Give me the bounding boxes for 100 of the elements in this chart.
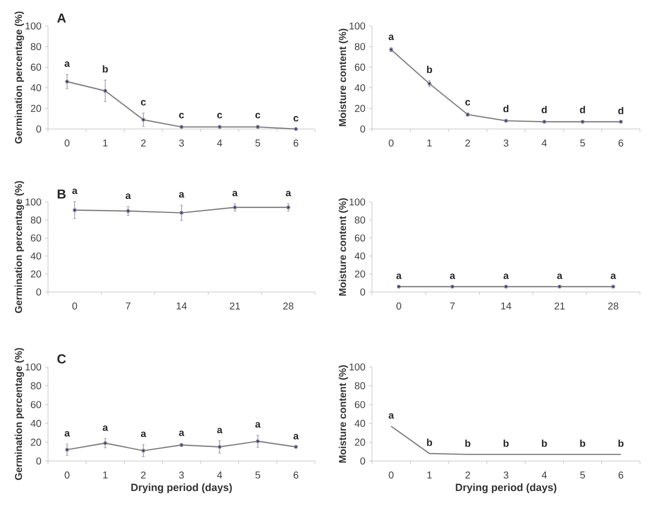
x-tick-label: 28 <box>283 302 294 310</box>
x-tick-label: 5 <box>580 140 585 146</box>
y-tick-label: 0 <box>360 457 366 465</box>
point <box>103 88 108 93</box>
annotation: a <box>293 434 299 440</box>
annotation: d <box>618 106 624 114</box>
annotation: b <box>465 440 470 447</box>
point <box>256 439 260 444</box>
point <box>218 445 222 449</box>
annotation: a <box>126 194 131 199</box>
x-tick-label: 3 <box>504 140 508 147</box>
x-tick-label: 6 <box>618 472 624 479</box>
annotation: c <box>217 112 222 118</box>
annotation: c <box>465 100 470 106</box>
x-tick-label: 28 <box>608 302 618 310</box>
x-tick-label: 5 <box>255 472 260 478</box>
annotation: a <box>396 274 402 280</box>
annotation: c <box>255 112 260 118</box>
chart-title: C <box>57 354 66 364</box>
x-tick-label: 3 <box>179 472 184 479</box>
annotation: d <box>542 106 547 114</box>
x-tick-label: 4 <box>542 472 547 478</box>
x-tick-label: 2 <box>141 472 146 478</box>
x-axis-title: Drying period (days) <box>456 483 556 494</box>
x-tick-label: 1 <box>103 472 108 478</box>
x-tick-label: 1 <box>103 140 108 146</box>
y-tick-label: 60 <box>30 234 42 242</box>
point <box>65 448 69 452</box>
x-tick-label: 4 <box>542 140 547 146</box>
x-tick-label: 21 <box>554 302 565 310</box>
x-tick-label: 2 <box>465 472 470 478</box>
y-tick-label: 60 <box>30 64 42 71</box>
annotation: c <box>179 112 184 118</box>
y-axis-title: Germination percentage (%) <box>14 12 24 144</box>
annotation: b <box>580 440 586 447</box>
y-tick-label: 80 <box>354 43 366 50</box>
y-tick-label: 40 <box>354 252 366 260</box>
y-tick-label: 80 <box>30 216 42 224</box>
annotation: c <box>140 100 146 106</box>
x-tick-label: 4 <box>217 140 222 146</box>
x-tick-label: 3 <box>504 472 508 479</box>
annotation: a <box>179 192 184 198</box>
annotation: b <box>618 440 624 447</box>
y-tick-label: 80 <box>30 382 42 390</box>
y-tick-label: 20 <box>354 104 366 112</box>
x-tick-label: 1 <box>427 140 432 146</box>
annotation: d <box>580 106 585 114</box>
x-tick-label: 0 <box>388 472 394 479</box>
chart-title: A <box>57 14 66 22</box>
y-tick-label: 40 <box>30 252 42 260</box>
y-tick-label: 20 <box>30 270 42 278</box>
x-tick-label: 5 <box>255 140 260 146</box>
annotation: a <box>388 413 394 419</box>
annotation: a <box>286 190 292 196</box>
y-axis-title: Moisture content (%) <box>338 198 348 296</box>
x-tick-label: 0 <box>396 302 402 310</box>
y-tick-label: 60 <box>354 401 366 408</box>
y-tick-label: 60 <box>354 64 366 71</box>
y-tick-label: 80 <box>354 382 366 390</box>
y-tick-label: 80 <box>30 43 42 50</box>
point <box>65 80 69 84</box>
point <box>141 448 146 453</box>
y-tick-label: 80 <box>354 216 366 224</box>
x-tick-label: 2 <box>141 140 146 146</box>
annotation: a <box>217 428 222 434</box>
annotation: a <box>64 431 70 437</box>
y-tick-label: 0 <box>36 288 42 296</box>
annotation: a <box>610 274 616 280</box>
y-tick-label: 20 <box>30 438 42 446</box>
annotation: a <box>140 432 146 438</box>
y-tick-label: 40 <box>354 84 366 92</box>
x-tick-label: 21 <box>230 302 240 310</box>
x-tick-label: 0 <box>72 302 78 310</box>
x-axis-title: Drying period (days) <box>131 483 232 494</box>
y-tick-label: 40 <box>30 84 42 92</box>
y-tick-label: 0 <box>360 125 366 133</box>
annotation: a <box>504 274 509 280</box>
x-tick-label: 2 <box>465 140 470 146</box>
annotation: b <box>102 65 108 73</box>
annotation: a <box>232 190 238 196</box>
y-tick-label: 40 <box>30 420 42 427</box>
y-axis-title: Germination percentage (%) <box>14 348 24 480</box>
annotation: a <box>450 274 456 280</box>
annotation: d <box>503 104 508 112</box>
y-tick-label: 60 <box>354 234 366 242</box>
x-tick-label: 5 <box>580 472 585 478</box>
point <box>103 441 108 446</box>
annotation: a <box>388 34 394 40</box>
y-tick-label: 0 <box>360 288 366 296</box>
y-tick-label: 20 <box>354 270 366 278</box>
y-tick-label: 100 <box>350 198 366 206</box>
y-tick-label: 60 <box>30 401 42 408</box>
y-axis-title: Moisture content (%) <box>338 365 348 463</box>
y-tick-label: 40 <box>354 420 366 427</box>
y-tick-label: 100 <box>26 22 42 30</box>
y-tick-label: 100 <box>350 22 366 30</box>
annotation: b <box>427 66 432 74</box>
y-tick-label: 0 <box>36 457 42 465</box>
x-tick-label: 0 <box>64 472 70 479</box>
x-tick-label: 1 <box>427 472 432 478</box>
